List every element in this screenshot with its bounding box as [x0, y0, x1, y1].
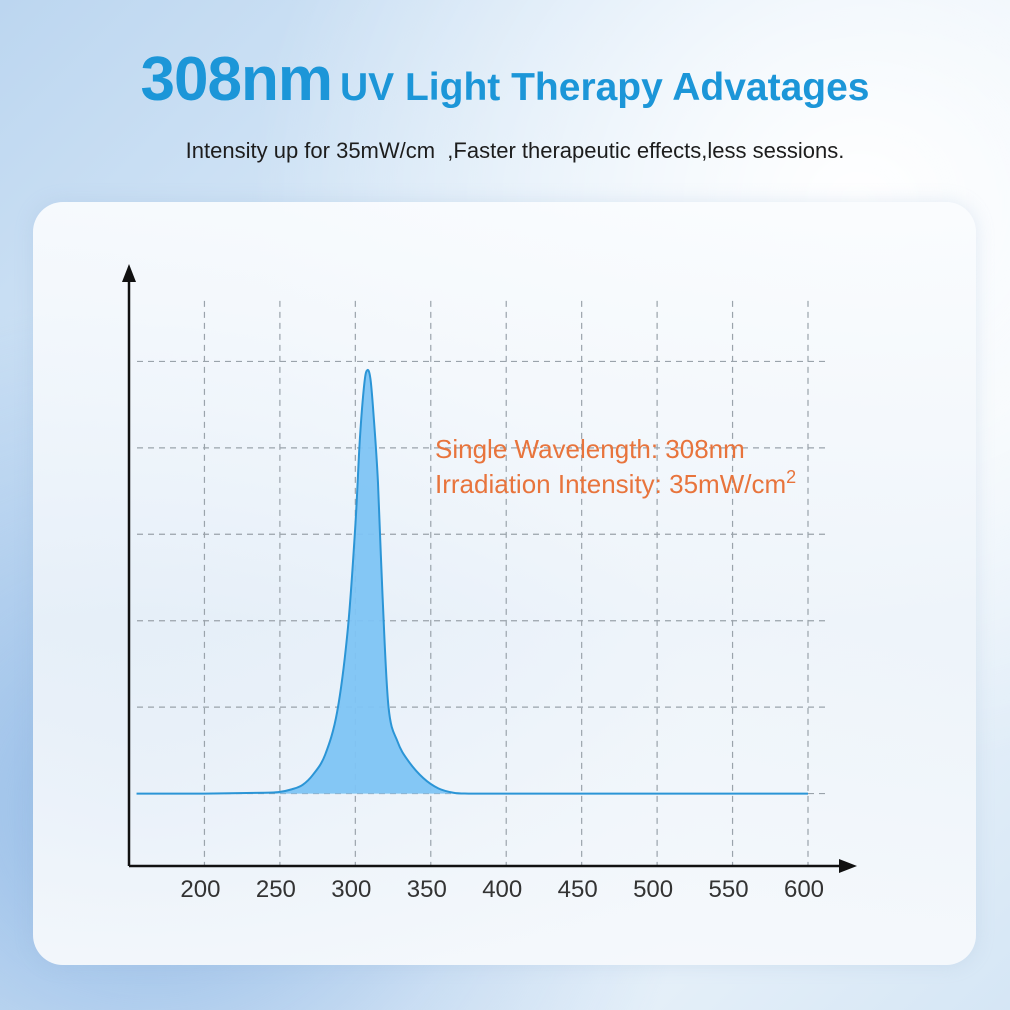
x-tick-label-200: 200 — [180, 876, 220, 903]
annotation-intensity-superscript: 2 — [786, 467, 796, 487]
annotation-intensity-text: Irradiation Intensity: 35mW/cm — [435, 469, 786, 499]
chart-card — [33, 202, 976, 965]
header: 308nm UV Light Therapy Advatages — [0, 44, 1010, 115]
x-tick-label-550: 550 — [709, 876, 749, 903]
x-axis-arrow-icon — [839, 859, 857, 873]
annotation-intensity: Irradiation Intensity: 35mW/cm2 — [435, 467, 796, 499]
x-tick-labels: 200 250 300 350 400 450 500 550 600 — [180, 876, 824, 903]
grid-vertical-lines — [203, 300, 809, 866]
x-tick-label-600: 600 — [784, 876, 824, 903]
annotation-wavelength: Single Wavelength: 308nm — [435, 434, 745, 464]
title-text: UV Light Therapy Advatages — [339, 66, 870, 109]
x-tick-label-450: 450 — [558, 876, 598, 903]
x-tick-label-350: 350 — [407, 876, 447, 903]
grid-horizontal-lines — [137, 360, 826, 795]
x-tick-label-500: 500 — [633, 876, 673, 903]
emission-curve-line — [136, 368, 808, 795]
x-tick-label-250: 250 — [256, 876, 296, 903]
x-tick-label-300: 300 — [331, 876, 371, 903]
subtitle: Intensity up for 35mW/cm ,Faster therape… — [185, 138, 845, 163]
x-tick-label-400: 400 — [482, 876, 522, 903]
title-wavelength: 308nm — [140, 45, 333, 114]
y-axis-arrow-icon — [122, 264, 136, 282]
